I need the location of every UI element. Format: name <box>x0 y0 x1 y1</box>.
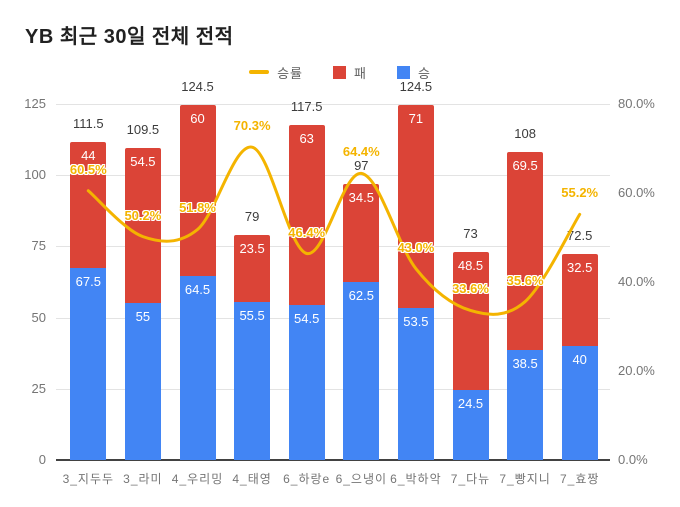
win-value-label: 53.5 <box>403 313 429 329</box>
loss-value-label: 23.5 <box>239 241 265 256</box>
win-value-label: 55.5 <box>239 307 265 323</box>
loss-value-label: 60 <box>190 111 205 127</box>
gridline <box>56 388 610 390</box>
bar-segment-win[interactable] <box>507 350 544 460</box>
total-value-label: 108 <box>514 126 536 142</box>
left-axis-tick: 100 <box>24 167 46 183</box>
win-value-label: 67.5 <box>75 273 101 289</box>
left-axis-tick: 0 <box>38 452 46 467</box>
x-axis-label: 6_으냉이 <box>335 472 388 486</box>
legend-item-0[interactable]: 승률 <box>249 63 303 82</box>
x-axis-label: 6_박하악 <box>390 472 442 486</box>
loss-value-label: 69.5 <box>512 158 538 174</box>
legend-swatch-icon <box>249 70 270 74</box>
legend-label: 승 <box>417 65 431 81</box>
left-axis-tick: 50 <box>31 309 46 325</box>
x-axis-label: 7_효짱 <box>559 472 600 486</box>
x-axis-label: 3_라미 <box>123 472 163 486</box>
bar-segment-win[interactable] <box>179 276 216 460</box>
win-rate-label: 46.4% <box>288 224 326 240</box>
right-axis-tick: 60.0% <box>618 185 655 200</box>
win-value-label: 24.5 <box>457 396 484 412</box>
bar-segment-win[interactable] <box>234 301 271 460</box>
legend-swatch-icon <box>332 65 346 79</box>
x-axis-label: 3_지두두 <box>62 472 115 486</box>
win-rate-label: 43.0% <box>397 239 435 255</box>
total-value-label: 72.5 <box>567 227 593 243</box>
win-rate-label: 35.6% <box>506 272 544 288</box>
bar-segment-win[interactable] <box>452 390 489 460</box>
right-axis-tick: 80.0% <box>618 96 655 111</box>
right-axis-tick: 20.0% <box>618 363 655 378</box>
loss-value-label: 71 <box>408 111 424 127</box>
bar-segment-loss[interactable] <box>507 152 544 351</box>
left-axis-tick: 75 <box>31 238 46 254</box>
bar-segment-win[interactable] <box>343 282 380 460</box>
win-rate-label: 60.5% <box>69 161 107 177</box>
win-value-label: 54.5 <box>294 310 320 326</box>
x-axis-label: 4_우리밍 <box>171 472 224 486</box>
x-axis-label: 7_다뉴 <box>450 472 491 486</box>
x-axis-label: 7_빵지니 <box>499 472 551 486</box>
total-value-label: 117.5 <box>290 99 323 115</box>
legend-swatch-icon <box>396 65 410 79</box>
win-rate-label: 50.2% <box>124 207 162 223</box>
left-axis-tick: 125 <box>24 96 46 111</box>
loss-value-label: 34.5 <box>348 189 374 205</box>
total-value-label: 109.5 <box>126 122 160 138</box>
legend-item-2[interactable]: 승 <box>396 63 431 82</box>
legend-label: 승률 <box>277 65 303 81</box>
x-axis-baseline <box>56 459 610 461</box>
x-axis-label: 6_하랑e <box>283 472 331 486</box>
bar-segment-win[interactable] <box>288 304 325 460</box>
loss-value-label: 63 <box>299 131 314 147</box>
left-axis-tick: 25 <box>31 380 46 396</box>
right-axis-tick: 40.0% <box>618 274 655 289</box>
chart-title: YB 최근 30일 전체 전적 <box>25 26 234 48</box>
win-value-label: 62.5 <box>348 288 374 303</box>
win-rate-label: 55.2% <box>561 185 599 201</box>
win-value-label: 64.5 <box>184 282 211 298</box>
win-value-label: 38.5 <box>512 356 538 372</box>
right-axis-tick: 0.0% <box>618 452 648 467</box>
total-value-label: 124.5 <box>181 79 214 95</box>
legend-label: 패 <box>353 65 367 81</box>
win-rate-label: 33.6% <box>452 281 489 297</box>
bar-segment-win[interactable] <box>397 307 434 460</box>
total-value-label: 124.5 <box>399 79 433 95</box>
bar-segment-loss[interactable] <box>179 105 216 277</box>
bar-segment-win[interactable] <box>70 267 107 460</box>
total-value-label: 111.5 <box>72 116 104 132</box>
bar-segment-loss[interactable] <box>124 148 161 304</box>
win-value-label: 55 <box>135 309 151 325</box>
win-value-label: 40 <box>572 352 587 368</box>
chart-legend: 승률 패 승 <box>0 63 680 82</box>
bar-segment-win[interactable] <box>561 346 598 460</box>
x-axis-label: 4_태영 <box>232 472 272 486</box>
win-rate-label: 64.4% <box>342 144 380 160</box>
win-rate-label: 51.8% <box>179 200 216 216</box>
gridline <box>56 104 610 105</box>
bar-segment-win[interactable] <box>124 303 161 460</box>
bar-segment-loss[interactable] <box>397 105 434 308</box>
win-rate-label: 70.3% <box>233 118 271 134</box>
gridline <box>56 317 610 319</box>
legend-item-1[interactable]: 패 <box>332 63 367 82</box>
bar-segment-loss[interactable] <box>288 125 325 305</box>
